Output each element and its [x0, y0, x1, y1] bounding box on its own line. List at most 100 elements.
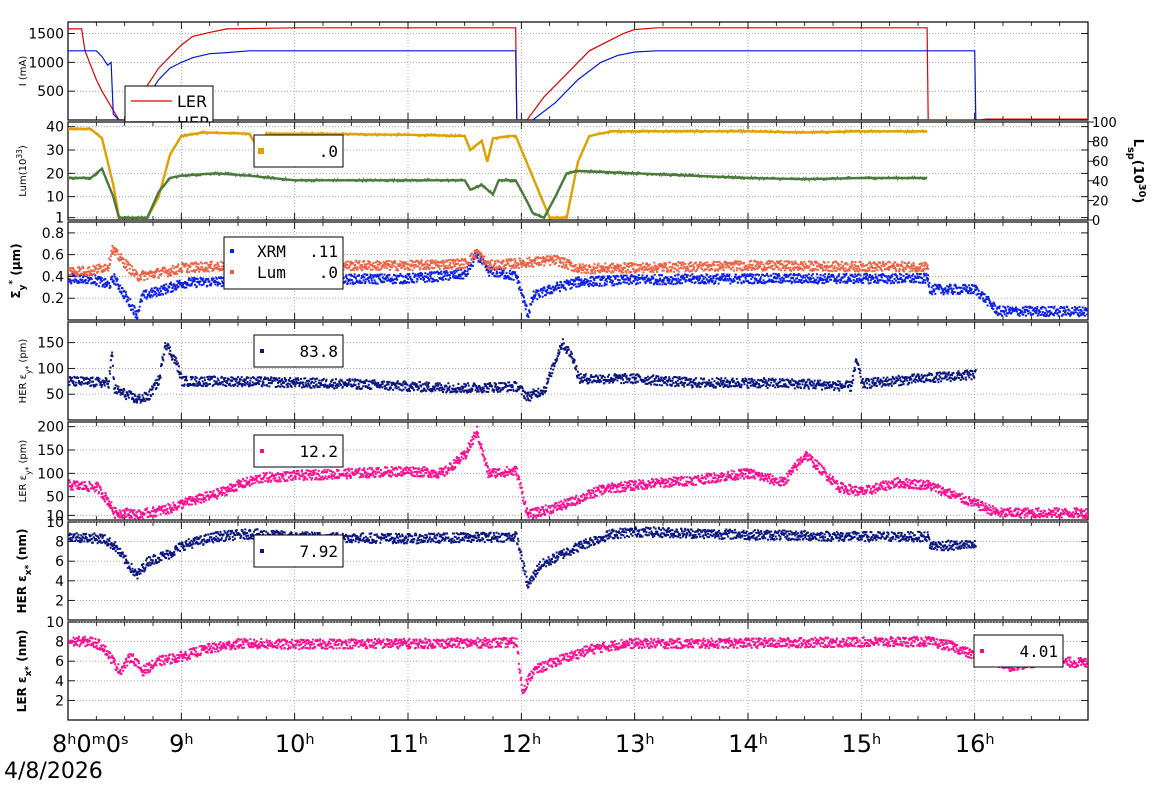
series-lum-point: [518, 267, 520, 269]
series-lum-point: [433, 267, 435, 269]
series-xrm-point: [511, 273, 513, 275]
y-tick-label: 100: [37, 361, 64, 377]
series-lum-point: [545, 257, 547, 259]
y-tick-label: 50: [46, 387, 64, 403]
series-lum-point: [425, 268, 427, 270]
series-xrm-point: [1021, 311, 1023, 313]
series-xrm-point: [207, 278, 209, 280]
series-lum-point: [448, 267, 450, 269]
series-lum-point: [576, 267, 578, 269]
series-xrm-point: [1051, 306, 1053, 308]
series-lum-point: [454, 265, 456, 267]
series-lum-point: [624, 263, 626, 265]
series-xrm-point: [179, 280, 181, 282]
series-xrm-point: [866, 274, 868, 276]
plot-frame: [68, 22, 1088, 120]
series-xrm-point: [416, 281, 418, 283]
series-xrm-point: [158, 292, 160, 294]
series-lum-point: [642, 262, 644, 264]
series-xrm-point: [222, 282, 224, 284]
series-lum-point: [505, 264, 507, 266]
series-lum-point: [920, 263, 922, 265]
series-lum-point: [109, 263, 111, 265]
series-xrm-point: [857, 281, 859, 283]
series-lum-point: [874, 270, 876, 272]
series-lum-point: [793, 269, 795, 271]
series-xrm-point: [351, 275, 353, 277]
series-xrm-point: [762, 274, 764, 276]
series-lum-point: [114, 254, 116, 256]
series-0-point: [68, 381, 70, 383]
series-xrm-point: [165, 292, 167, 294]
series-xrm-point: [1000, 313, 1002, 315]
y2-axis-label: Lsp(1030): [1126, 139, 1148, 204]
series-lum-point: [642, 271, 644, 273]
series-0-point: [77, 377, 79, 379]
series-lum-point: [164, 268, 166, 270]
series-xrm-point: [915, 281, 917, 283]
series-xrm-point: [1025, 315, 1027, 317]
series-lum-point: [728, 267, 730, 269]
series-xrm-point: [994, 305, 996, 307]
series-lum-point: [859, 269, 861, 271]
series-lum-point: [901, 265, 903, 267]
series-xrm-point: [187, 284, 189, 286]
series-lum-point: [525, 266, 527, 268]
series-0-point: [92, 381, 94, 383]
series-xrm-point: [149, 296, 151, 298]
series-lum-point: [670, 269, 672, 271]
series-xrm-point: [611, 282, 613, 284]
series-lum-point: [687, 268, 689, 270]
series-xrm-point: [141, 300, 143, 302]
series-xrm-point: [194, 284, 196, 286]
series-0-point: [234, 383, 236, 385]
series-xrm-point: [184, 287, 186, 289]
series-lum-point: [439, 268, 441, 270]
series-lum-point: [513, 264, 515, 266]
series-xrm-point: [736, 278, 738, 280]
series-xrm-point: [544, 287, 546, 289]
series-xrm-point: [852, 276, 854, 278]
series-lum-point: [910, 267, 912, 269]
series-lum-point: [108, 267, 110, 269]
series-lum-point: [409, 269, 411, 271]
series-xrm-point: [802, 275, 804, 277]
series-xrm-point: [832, 274, 834, 276]
series-lum-point: [177, 263, 179, 265]
series-lum-point: [593, 268, 595, 270]
series-lum-point: [909, 271, 911, 273]
series-xrm-point: [984, 293, 986, 295]
series-xrm-point: [833, 276, 835, 278]
series-lum-point: [521, 266, 523, 268]
series-xrm-point: [710, 275, 712, 277]
series-lum-point: [769, 261, 771, 263]
series-lum-point: [181, 270, 183, 272]
series-xrm-point: [96, 283, 98, 285]
series-lum-point: [418, 261, 420, 263]
series-xrm-point: [826, 277, 828, 279]
series-lum-point: [919, 267, 921, 269]
series-xrm-point: [168, 286, 170, 288]
series-lum-point: [113, 251, 115, 253]
series-lum-point: [831, 264, 833, 266]
series-xrm-point: [928, 282, 930, 284]
series-xrm-point: [365, 281, 367, 283]
series-0-point: [107, 383, 109, 385]
series-lum-point: [884, 268, 886, 270]
series-xrm-point: [555, 289, 557, 291]
series-lum-point: [424, 263, 426, 265]
series-xrm-point: [838, 273, 840, 275]
series-lum-point: [720, 266, 722, 268]
series-xrm-point: [702, 276, 704, 278]
series-lum-point: [69, 267, 71, 269]
series-lum-point: [830, 270, 832, 272]
series-lum-point: [125, 259, 127, 261]
series-0-point: [141, 394, 143, 396]
series-xrm-point: [860, 274, 862, 276]
series-lum-point: [587, 268, 589, 270]
series-xrm-point: [612, 280, 614, 282]
series-xrm-point: [558, 287, 560, 289]
series-xrm-point: [665, 283, 667, 285]
series-xrm-point: [617, 279, 619, 281]
series-xrm-point: [677, 278, 679, 280]
